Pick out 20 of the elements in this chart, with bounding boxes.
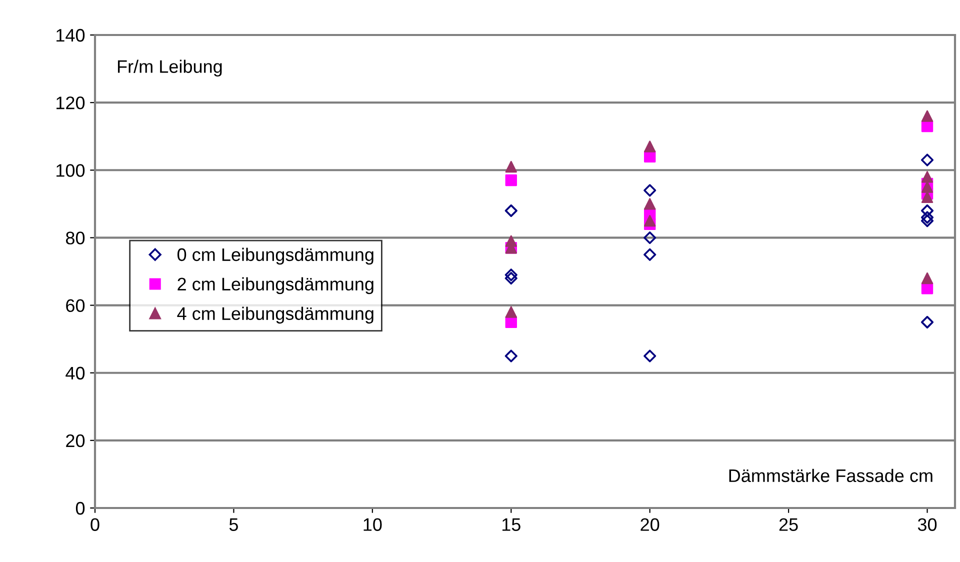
- x-tick-label: 10: [364, 518, 382, 531]
- x-tick-label: 15: [502, 518, 520, 531]
- x-tick-label: 30: [918, 518, 937, 531]
- legend-label: 2 cm Leibungsdämmung: [178, 277, 374, 294]
- x-tick-label: 5: [229, 518, 238, 531]
- y-tick-label: 140: [56, 28, 85, 42]
- x-tick-label: 25: [779, 518, 798, 531]
- y-tick-label: 20: [66, 434, 85, 448]
- y-tick-label: 100: [56, 164, 85, 177]
- y-tick-label: 40: [66, 366, 85, 380]
- y-tick-label: 80: [66, 232, 85, 244]
- x-tick-label: 20: [640, 518, 660, 531]
- x-axis-title: Dämmstärke Fassade cm: [729, 468, 932, 482]
- y-axis-title: Fr/m Leibung: [118, 60, 222, 77]
- legend-label: 4 cm Leibungsdämmung: [177, 306, 374, 324]
- legend-label: 0 cm Leibungsdämmung: [177, 248, 374, 265]
- y-tick-label: 60: [66, 299, 85, 312]
- x-tick-label: 0: [90, 518, 100, 531]
- y-tick-label: 120: [56, 96, 85, 110]
- y-tick-label: 0: [76, 502, 85, 515]
